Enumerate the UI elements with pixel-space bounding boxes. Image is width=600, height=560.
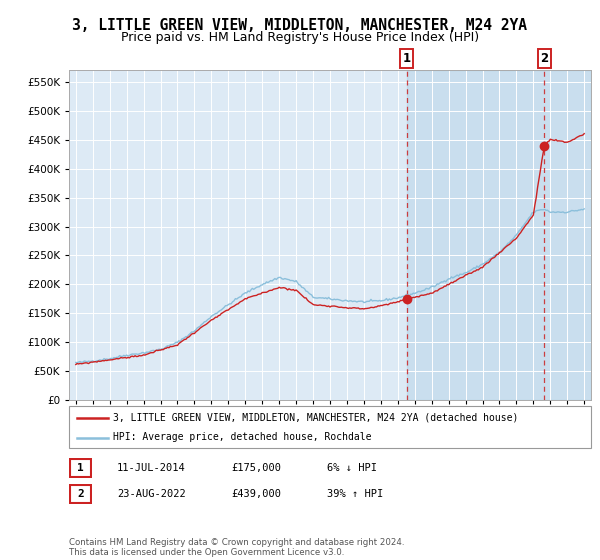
Text: 1: 1 — [77, 463, 84, 473]
Text: Contains HM Land Registry data © Crown copyright and database right 2024.
This d: Contains HM Land Registry data © Crown c… — [69, 538, 404, 557]
Text: 3, LITTLE GREEN VIEW, MIDDLETON, MANCHESTER, M24 2YA: 3, LITTLE GREEN VIEW, MIDDLETON, MANCHES… — [73, 18, 527, 33]
Text: 2: 2 — [540, 52, 548, 65]
FancyBboxPatch shape — [70, 485, 91, 503]
Text: £439,000: £439,000 — [231, 489, 281, 499]
Text: 6% ↓ HPI: 6% ↓ HPI — [327, 463, 377, 473]
Text: HPI: Average price, detached house, Rochdale: HPI: Average price, detached house, Roch… — [113, 432, 372, 442]
Text: 23-AUG-2022: 23-AUG-2022 — [117, 489, 186, 499]
Bar — [407, 70, 591, 400]
Text: Price paid vs. HM Land Registry's House Price Index (HPI): Price paid vs. HM Land Registry's House … — [121, 31, 479, 44]
FancyBboxPatch shape — [69, 406, 591, 448]
Text: 3, LITTLE GREEN VIEW, MIDDLETON, MANCHESTER, M24 2YA (detached house): 3, LITTLE GREEN VIEW, MIDDLETON, MANCHES… — [113, 413, 519, 423]
Text: 1: 1 — [403, 52, 411, 65]
Text: 11-JUL-2014: 11-JUL-2014 — [117, 463, 186, 473]
Text: £175,000: £175,000 — [231, 463, 281, 473]
Text: 39% ↑ HPI: 39% ↑ HPI — [327, 489, 383, 499]
Text: 2: 2 — [77, 489, 84, 499]
FancyBboxPatch shape — [70, 459, 91, 477]
